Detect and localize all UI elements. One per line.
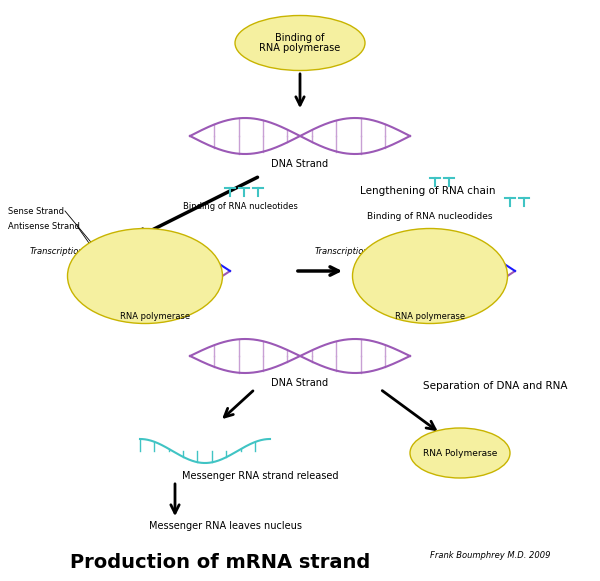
Text: DNA Strand: DNA Strand bbox=[271, 378, 329, 388]
Text: RNA polymerase: RNA polymerase bbox=[259, 43, 341, 53]
Text: Transcription: Transcription bbox=[30, 246, 85, 256]
Text: Binding of RNA nucleodides: Binding of RNA nucleodides bbox=[367, 211, 493, 221]
Text: Messenger RNA strand released: Messenger RNA strand released bbox=[182, 471, 338, 481]
Text: Messenger RNA leaves nucleus: Messenger RNA leaves nucleus bbox=[149, 521, 302, 531]
Text: Frank Boumphrey M.D. 2009: Frank Boumphrey M.D. 2009 bbox=[430, 551, 550, 561]
Ellipse shape bbox=[353, 228, 508, 324]
Text: RNA polymerase: RNA polymerase bbox=[120, 311, 190, 321]
Text: Antisense Strand: Antisense Strand bbox=[8, 221, 80, 231]
Text: Lengthening of RNA chain: Lengthening of RNA chain bbox=[360, 186, 496, 196]
Ellipse shape bbox=[235, 16, 365, 70]
Text: DNA Strand: DNA Strand bbox=[271, 159, 329, 169]
Text: Production of mRNA strand: Production of mRNA strand bbox=[70, 554, 370, 572]
Text: Binding of: Binding of bbox=[275, 33, 325, 43]
Text: RNA polymerase: RNA polymerase bbox=[395, 311, 465, 321]
Text: Separation of DNA and RNA: Separation of DNA and RNA bbox=[423, 381, 567, 391]
Text: Sense Strand: Sense Strand bbox=[8, 206, 64, 216]
Ellipse shape bbox=[68, 228, 223, 324]
Text: Binding of RNA nucleotides: Binding of RNA nucleotides bbox=[182, 202, 298, 210]
Text: Transcription: Transcription bbox=[315, 246, 370, 256]
Text: RNA Polymerase: RNA Polymerase bbox=[423, 449, 497, 457]
Ellipse shape bbox=[410, 428, 510, 478]
